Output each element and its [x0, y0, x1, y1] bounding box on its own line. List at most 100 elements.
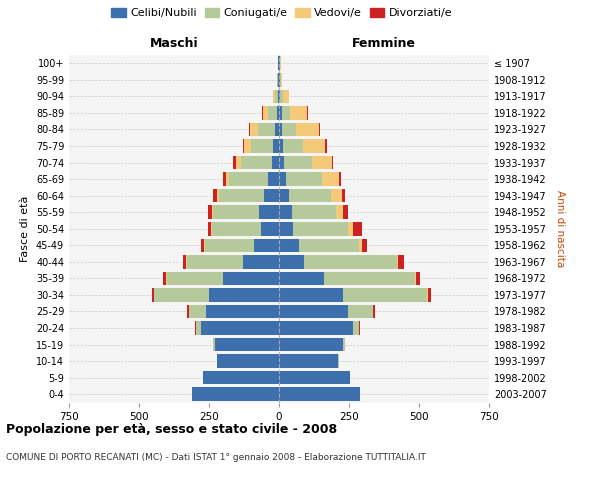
Bar — [258, 122, 275, 136]
Bar — [213, 206, 259, 219]
Bar — [187, 304, 189, 318]
Bar — [281, 73, 282, 86]
Bar — [342, 189, 345, 202]
Bar — [263, 189, 279, 202]
Bar — [280, 73, 281, 86]
Bar — [324, 272, 415, 285]
Bar — [319, 122, 320, 136]
Bar — [279, 222, 293, 235]
Bar — [279, 106, 282, 120]
Bar — [200, 322, 279, 335]
Bar — [154, 288, 209, 302]
Bar — [249, 122, 250, 136]
Bar — [187, 255, 242, 268]
Bar — [428, 288, 431, 302]
Bar — [215, 338, 279, 351]
Bar — [279, 354, 338, 368]
Bar — [213, 338, 215, 351]
Bar — [398, 255, 404, 268]
Bar — [279, 139, 283, 153]
Bar — [259, 206, 279, 219]
Bar — [274, 139, 279, 153]
Bar — [275, 90, 278, 103]
Bar — [339, 172, 341, 186]
Bar — [279, 189, 289, 202]
Bar — [217, 189, 219, 202]
Bar — [283, 90, 289, 103]
Bar — [290, 106, 307, 120]
Bar — [286, 172, 322, 186]
Bar — [343, 338, 345, 351]
Bar — [205, 238, 254, 252]
Bar — [362, 238, 367, 252]
Bar — [282, 106, 290, 120]
Bar — [279, 238, 299, 252]
Bar — [279, 371, 350, 384]
Bar — [359, 238, 362, 252]
Bar — [244, 139, 251, 153]
Bar — [236, 156, 241, 170]
Bar — [268, 172, 279, 186]
Bar — [279, 73, 280, 86]
Bar — [279, 272, 324, 285]
Bar — [263, 106, 268, 120]
Bar — [304, 255, 397, 268]
Bar — [359, 322, 360, 335]
Bar — [279, 388, 360, 401]
Bar — [219, 189, 263, 202]
Bar — [373, 304, 375, 318]
Bar — [250, 122, 258, 136]
Bar — [241, 156, 272, 170]
Bar — [223, 172, 226, 186]
Bar — [167, 272, 223, 285]
Bar — [322, 172, 339, 186]
Bar — [183, 255, 186, 268]
Bar — [279, 172, 286, 186]
Bar — [275, 122, 279, 136]
Legend: Celibi/Nubili, Coniugati/e, Vedovi/e, Divorziati/e: Celibi/Nubili, Coniugati/e, Vedovi/e, Di… — [109, 6, 455, 20]
Bar — [261, 222, 279, 235]
Bar — [268, 106, 277, 120]
Bar — [347, 304, 373, 318]
Bar — [283, 122, 296, 136]
Bar — [195, 322, 196, 335]
Text: Popolazione per età, sesso e stato civile - 2008: Popolazione per età, sesso e stato civil… — [6, 422, 337, 436]
Bar — [279, 122, 283, 136]
Bar — [416, 272, 420, 285]
Bar — [347, 222, 353, 235]
Bar — [212, 222, 261, 235]
Bar — [202, 238, 204, 252]
Bar — [242, 255, 279, 268]
Bar — [190, 304, 206, 318]
Bar — [229, 172, 268, 186]
Bar — [279, 322, 353, 335]
Bar — [278, 90, 279, 103]
Bar — [274, 90, 275, 103]
Bar — [279, 288, 343, 302]
Bar — [213, 189, 217, 202]
Bar — [337, 206, 343, 219]
Bar — [353, 322, 359, 335]
Bar — [279, 156, 284, 170]
Bar — [211, 222, 212, 235]
Bar — [152, 288, 154, 302]
Bar — [196, 322, 200, 335]
Bar — [284, 156, 312, 170]
Bar — [226, 172, 229, 186]
Bar — [312, 156, 332, 170]
Bar — [279, 338, 343, 351]
Bar — [279, 255, 304, 268]
Bar — [296, 122, 319, 136]
Text: Maschi: Maschi — [149, 37, 199, 50]
Bar — [206, 304, 279, 318]
Text: COMUNE DI PORTO RECANATI (MC) - Dati ISTAT 1° gennaio 2008 - Elaborazione TUTTIT: COMUNE DI PORTO RECANATI (MC) - Dati IST… — [6, 452, 426, 462]
Bar — [283, 139, 303, 153]
Bar — [277, 106, 279, 120]
Bar — [212, 206, 213, 219]
Y-axis label: Fasce di età: Fasce di età — [20, 196, 30, 262]
Bar — [251, 139, 274, 153]
Bar — [242, 139, 244, 153]
Bar — [279, 304, 347, 318]
Bar — [254, 238, 279, 252]
Bar — [272, 156, 279, 170]
